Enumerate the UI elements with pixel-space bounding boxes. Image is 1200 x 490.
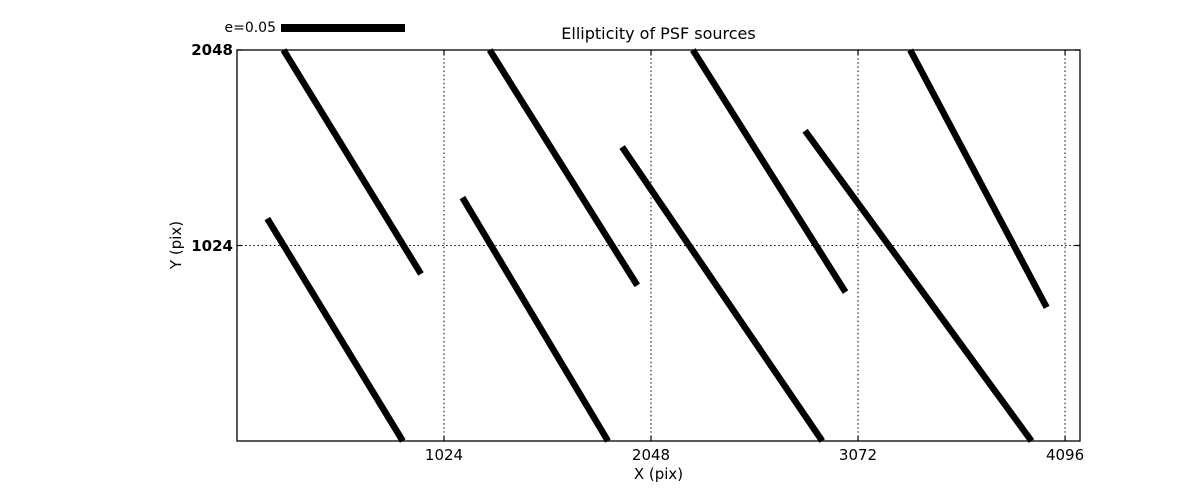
x-tick-label: 1024 [424,446,464,464]
ellipticity-whisker [486,48,641,288]
ellipticity-whisker [280,48,424,276]
y-tick-label: 2048 [191,41,233,59]
x-tick-label: 4096 [1045,446,1085,464]
ellipticity-whisker [907,48,1050,309]
ellipticity-whisker [619,145,825,443]
y-tick-label: 1024 [191,236,233,255]
ellipticity-whisker [459,195,611,443]
y-axis-label: Y (pix) [167,220,185,270]
ellipticity-whisker [690,48,849,294]
legend-label: e=0.05 [224,20,276,36]
x-axis-label: X (pix) [633,465,684,483]
ellipticity-whisker [802,128,1035,443]
x-tick-label: 2048 [631,446,671,464]
x-tick-label: 3072 [838,446,878,464]
chart-title: Ellipticity of PSF sources [561,24,756,43]
ellipticity-whisker [264,216,406,443]
